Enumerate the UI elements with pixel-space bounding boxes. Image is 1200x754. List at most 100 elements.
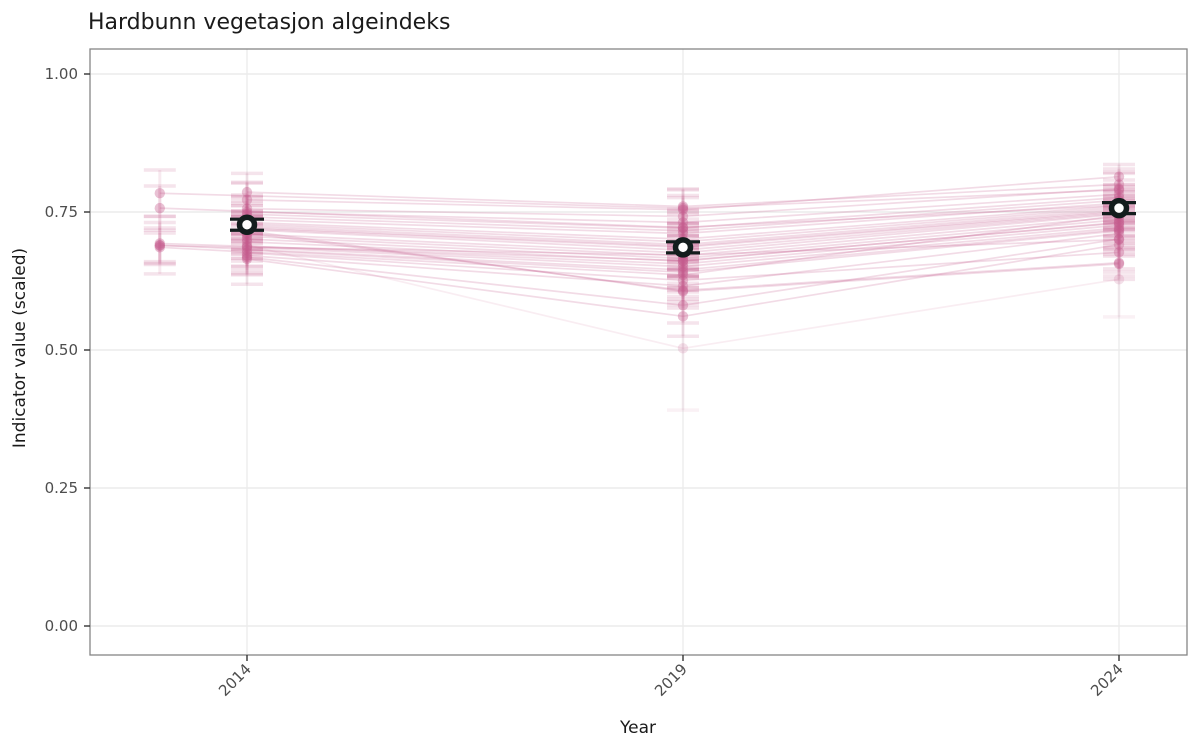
station-point (241, 244, 253, 256)
station-point (677, 311, 689, 322)
station-point (241, 242, 253, 253)
chart-title: Hardbunn vegetasjon algeindeks (88, 10, 450, 35)
station-line (246, 232, 1120, 287)
panel-border (89, 48, 1188, 656)
station-line (246, 244, 1120, 350)
station-point (1113, 171, 1125, 182)
gridlines (90, 49, 1187, 655)
station-line (159, 228, 1120, 271)
station-point (154, 240, 165, 251)
axis-ticks (84, 73, 1120, 661)
station-point (677, 217, 689, 228)
mean-point (672, 237, 694, 258)
station-line (246, 251, 1120, 282)
station-point (241, 252, 253, 263)
station-point (1113, 217, 1125, 228)
station-line (246, 193, 1120, 224)
station-point (677, 255, 689, 267)
station-line (246, 243, 1120, 318)
station-point (1113, 184, 1125, 196)
station-point (677, 266, 689, 278)
station-point (241, 250, 253, 261)
station-line (159, 222, 1120, 262)
station-point (677, 300, 689, 311)
station-point (677, 204, 689, 215)
station-line (246, 229, 1120, 274)
station-point (241, 203, 253, 214)
station-point (677, 202, 689, 214)
station-point (677, 225, 689, 236)
station-point (1113, 274, 1125, 285)
station-point (241, 236, 253, 248)
mean-markers (230, 197, 1136, 258)
station-line (246, 183, 1120, 208)
station-point (154, 188, 165, 199)
station-point (241, 186, 253, 198)
station-point (677, 222, 689, 234)
station-line (246, 221, 1120, 262)
station-line (159, 189, 1120, 209)
mean-point (236, 214, 258, 235)
station-point (677, 286, 689, 297)
station-point (1113, 233, 1125, 245)
station-point (1113, 258, 1125, 270)
station-point (677, 280, 689, 292)
x-tick-label: 2024 (1087, 660, 1127, 700)
y-tick-label: 0.75 (45, 203, 78, 221)
y-tick-label: 0.50 (45, 341, 78, 359)
station-line (159, 214, 1120, 276)
station-point (677, 258, 689, 270)
station-line (246, 224, 1120, 265)
station-point (1113, 234, 1125, 245)
station-point (677, 285, 689, 296)
station-line (246, 199, 1120, 232)
station-point (1113, 217, 1125, 229)
station-point (1113, 189, 1125, 200)
station-point (241, 253, 253, 265)
station-point (1113, 239, 1125, 250)
station-point (1113, 257, 1125, 268)
station-line (246, 196, 1120, 229)
station-point (677, 222, 689, 233)
plot-panel (90, 49, 1187, 655)
station-line (246, 227, 1120, 268)
station-point (677, 211, 689, 222)
station-line (246, 202, 1120, 235)
station-point (1113, 183, 1125, 195)
station-line (246, 232, 1120, 292)
station-point (241, 247, 253, 259)
station-point (241, 241, 253, 252)
station-line (246, 187, 1120, 218)
station-point (677, 261, 689, 272)
station-point (1113, 247, 1125, 258)
station-point (677, 275, 689, 286)
station-line (246, 229, 1120, 293)
station-point (677, 343, 689, 354)
station-point (1113, 179, 1125, 190)
station-point (1113, 222, 1125, 234)
y-tick-label: 0.00 (45, 617, 78, 635)
y-tick-label: 1.00 (45, 65, 78, 83)
station-line (246, 218, 1120, 260)
station-line (246, 238, 1120, 307)
station-point (154, 238, 165, 249)
station-point (154, 202, 165, 214)
mean-point (1108, 197, 1130, 219)
y-tick-label: 0.25 (45, 479, 78, 497)
station-point (241, 206, 253, 218)
station-point (154, 239, 165, 251)
station-line (159, 204, 1120, 229)
x-tick-label: 2019 (651, 660, 691, 700)
y-axis-label: Indicator value (scaled) (10, 248, 30, 448)
station-point (677, 201, 689, 212)
station-point (241, 233, 253, 245)
station-point (1113, 228, 1125, 239)
station-point (241, 194, 253, 206)
station-point (1113, 220, 1125, 231)
x-axis-label: Year (619, 718, 656, 738)
station-point (241, 239, 253, 251)
station-point (154, 242, 165, 253)
x-tick-label: 2014 (215, 660, 255, 700)
